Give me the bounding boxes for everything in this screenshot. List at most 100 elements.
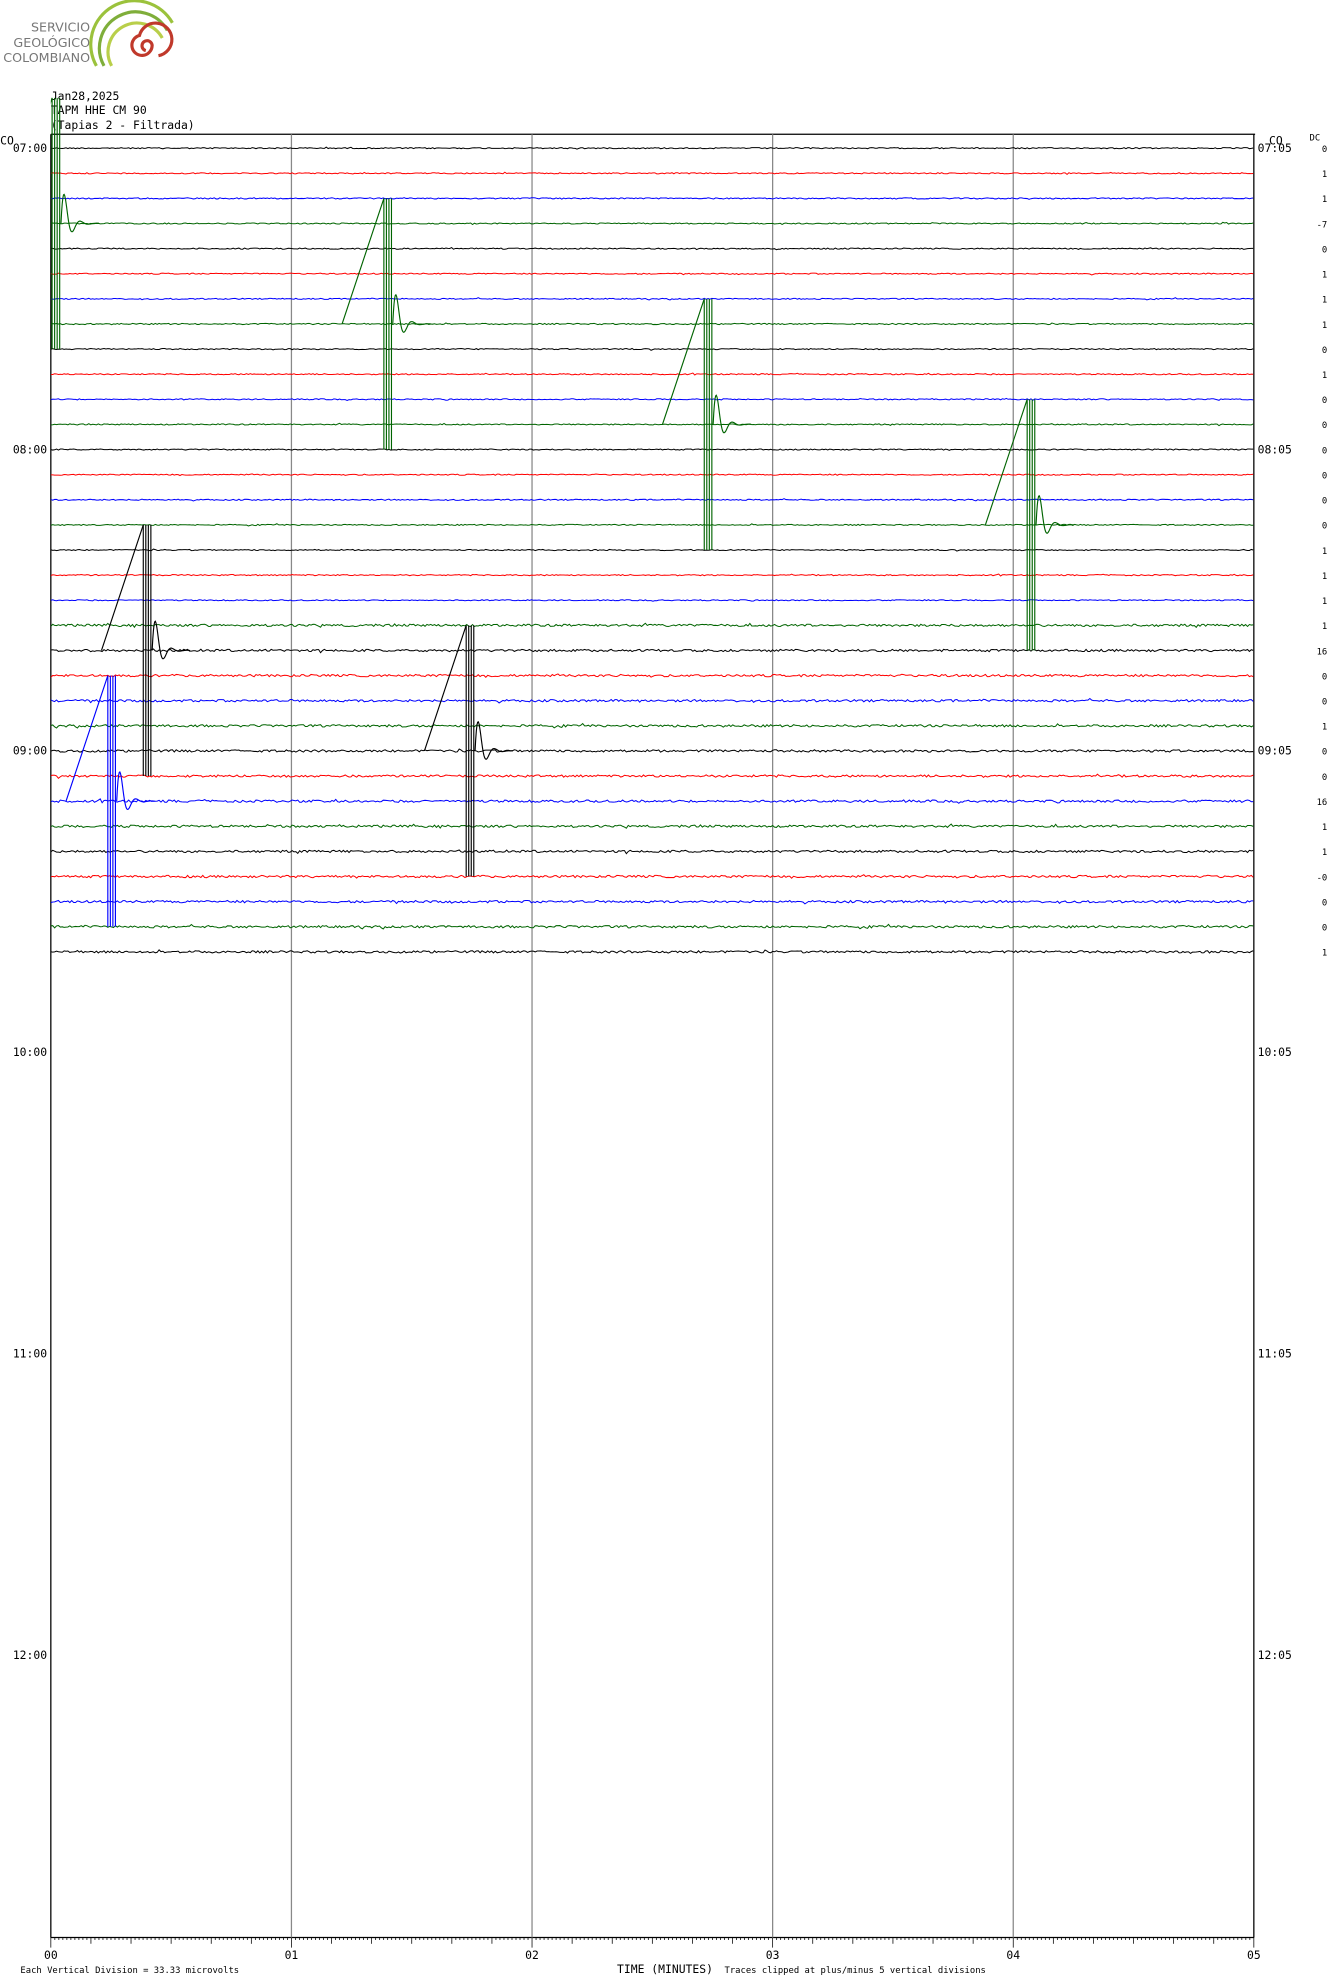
- trace: [50, 773, 1254, 779]
- scale-note: Each Vertical Division = 33.33 microvolt…: [20, 1966, 239, 1976]
- time-label: 07:05: [1258, 141, 1292, 155]
- event-ramp: [661, 298, 705, 425]
- trace: [50, 548, 1254, 552]
- time-label: 12:00: [13, 1648, 47, 1662]
- dc-value: 0: [1322, 522, 1327, 532]
- time-label: 11:00: [13, 1347, 47, 1361]
- trace: [50, 923, 1254, 930]
- trace: [50, 697, 1254, 704]
- logo-spiral: [130, 21, 174, 58]
- dc-value: 0: [1322, 497, 1327, 507]
- logo: SERVICIO GEOLÓGICO COLOMBIANO: [3, 0, 174, 67]
- trace: [50, 673, 1254, 678]
- trace: [50, 297, 1254, 301]
- time-label: 12:05: [1258, 1648, 1292, 1662]
- dc-value: 1: [1322, 572, 1327, 582]
- logo-arc: [106, 21, 164, 67]
- event-ramp: [50, 97, 53, 104]
- dc-value: 0: [1322, 924, 1327, 934]
- dc-value: 0: [1322, 346, 1327, 356]
- event-ringdown: [712, 394, 752, 434]
- trace: [50, 197, 1254, 200]
- time-label: 09:00: [13, 744, 47, 758]
- time-label: 08:05: [1258, 442, 1292, 456]
- dc-value: 0: [1322, 773, 1327, 783]
- logo-arc: [89, 0, 174, 67]
- time-label: 08:00: [13, 442, 47, 456]
- time-label: 09:05: [1258, 744, 1292, 758]
- dc-value: 1: [1322, 271, 1327, 281]
- logo-text: SERVICIO: [31, 20, 90, 35]
- x-tick-label: 05: [1247, 1948, 1261, 1962]
- x-tick-label: 03: [766, 1948, 780, 1962]
- trace: [50, 949, 1254, 955]
- dc-value: 0: [1322, 396, 1327, 406]
- trace: [50, 748, 1254, 754]
- time-label: 11:05: [1258, 1347, 1292, 1361]
- event-ringdown: [1035, 494, 1075, 534]
- axis-title: TIME (MINUTES): [617, 1962, 713, 1976]
- trace: [50, 448, 1254, 451]
- trace: [50, 171, 1254, 176]
- dc-value: 1: [1322, 371, 1327, 381]
- event-ringdown: [60, 193, 99, 233]
- x-tick-label: 01: [285, 1948, 299, 1962]
- dc-value: 0: [1322, 145, 1327, 155]
- dc-value: 1: [1322, 597, 1327, 607]
- trace: [50, 498, 1254, 502]
- dc-value: 0: [1322, 471, 1327, 481]
- network: CO: [1269, 133, 1283, 147]
- time-label: 10:00: [13, 1045, 47, 1059]
- dc-value: 1: [1322, 547, 1327, 557]
- trace: [50, 798, 1254, 804]
- x-tick-label: 02: [525, 1948, 539, 1962]
- trace: [50, 648, 1254, 654]
- time-label: 07:00: [13, 141, 47, 155]
- time-label: 10:05: [1258, 1045, 1292, 1059]
- trace: [50, 473, 1254, 477]
- dc-value: -0: [1317, 873, 1328, 883]
- trace: [50, 523, 1254, 527]
- trace: [50, 874, 1254, 879]
- dc-value: 1: [1322, 949, 1327, 959]
- event-ramp: [423, 625, 467, 752]
- event-ramp: [65, 675, 109, 802]
- dc-value: 16: [1317, 647, 1328, 657]
- network: CO: [0, 133, 14, 147]
- trace: [50, 622, 1254, 629]
- logo-text: COLOMBIANO: [3, 50, 90, 65]
- event-ramp: [341, 198, 385, 325]
- dc-value: 0: [1322, 245, 1327, 255]
- event-ringdown: [474, 720, 514, 760]
- station: TAPM HHE CM 90: [51, 103, 147, 117]
- trace: [50, 823, 1254, 829]
- trace: [50, 347, 1254, 351]
- trace: [50, 146, 1254, 150]
- trace: [50, 322, 1254, 326]
- dc-value: 1: [1322, 170, 1327, 180]
- dc-value: 0: [1322, 672, 1327, 682]
- trace: [50, 573, 1254, 577]
- logo-arc: [97, 10, 169, 67]
- dc-value: 0: [1322, 421, 1327, 431]
- trace: [50, 598, 1254, 602]
- trace: [50, 246, 1254, 251]
- dc-value: 0: [1322, 898, 1327, 908]
- traces: [50, 97, 1254, 955]
- trace: [50, 221, 1254, 226]
- logo-text: GEOLÓGICO: [13, 35, 90, 50]
- dc-header: DC: [1310, 134, 1321, 144]
- description: (Tapias 2 - Filtrada): [51, 118, 195, 132]
- dc-value: 1: [1322, 848, 1327, 858]
- event-ringdown: [151, 620, 191, 660]
- clip-note: Traces clipped at plus/minus 5 vertical …: [725, 1966, 986, 1976]
- dc-value: 1: [1322, 622, 1327, 632]
- trace: [50, 397, 1254, 401]
- x-tick-label: 00: [44, 1948, 58, 1962]
- dc-value: 16: [1317, 798, 1328, 808]
- event-ramp: [984, 399, 1028, 526]
- trace: [50, 899, 1254, 905]
- trace: [50, 849, 1254, 855]
- x-tick-label: 04: [1006, 1948, 1020, 1962]
